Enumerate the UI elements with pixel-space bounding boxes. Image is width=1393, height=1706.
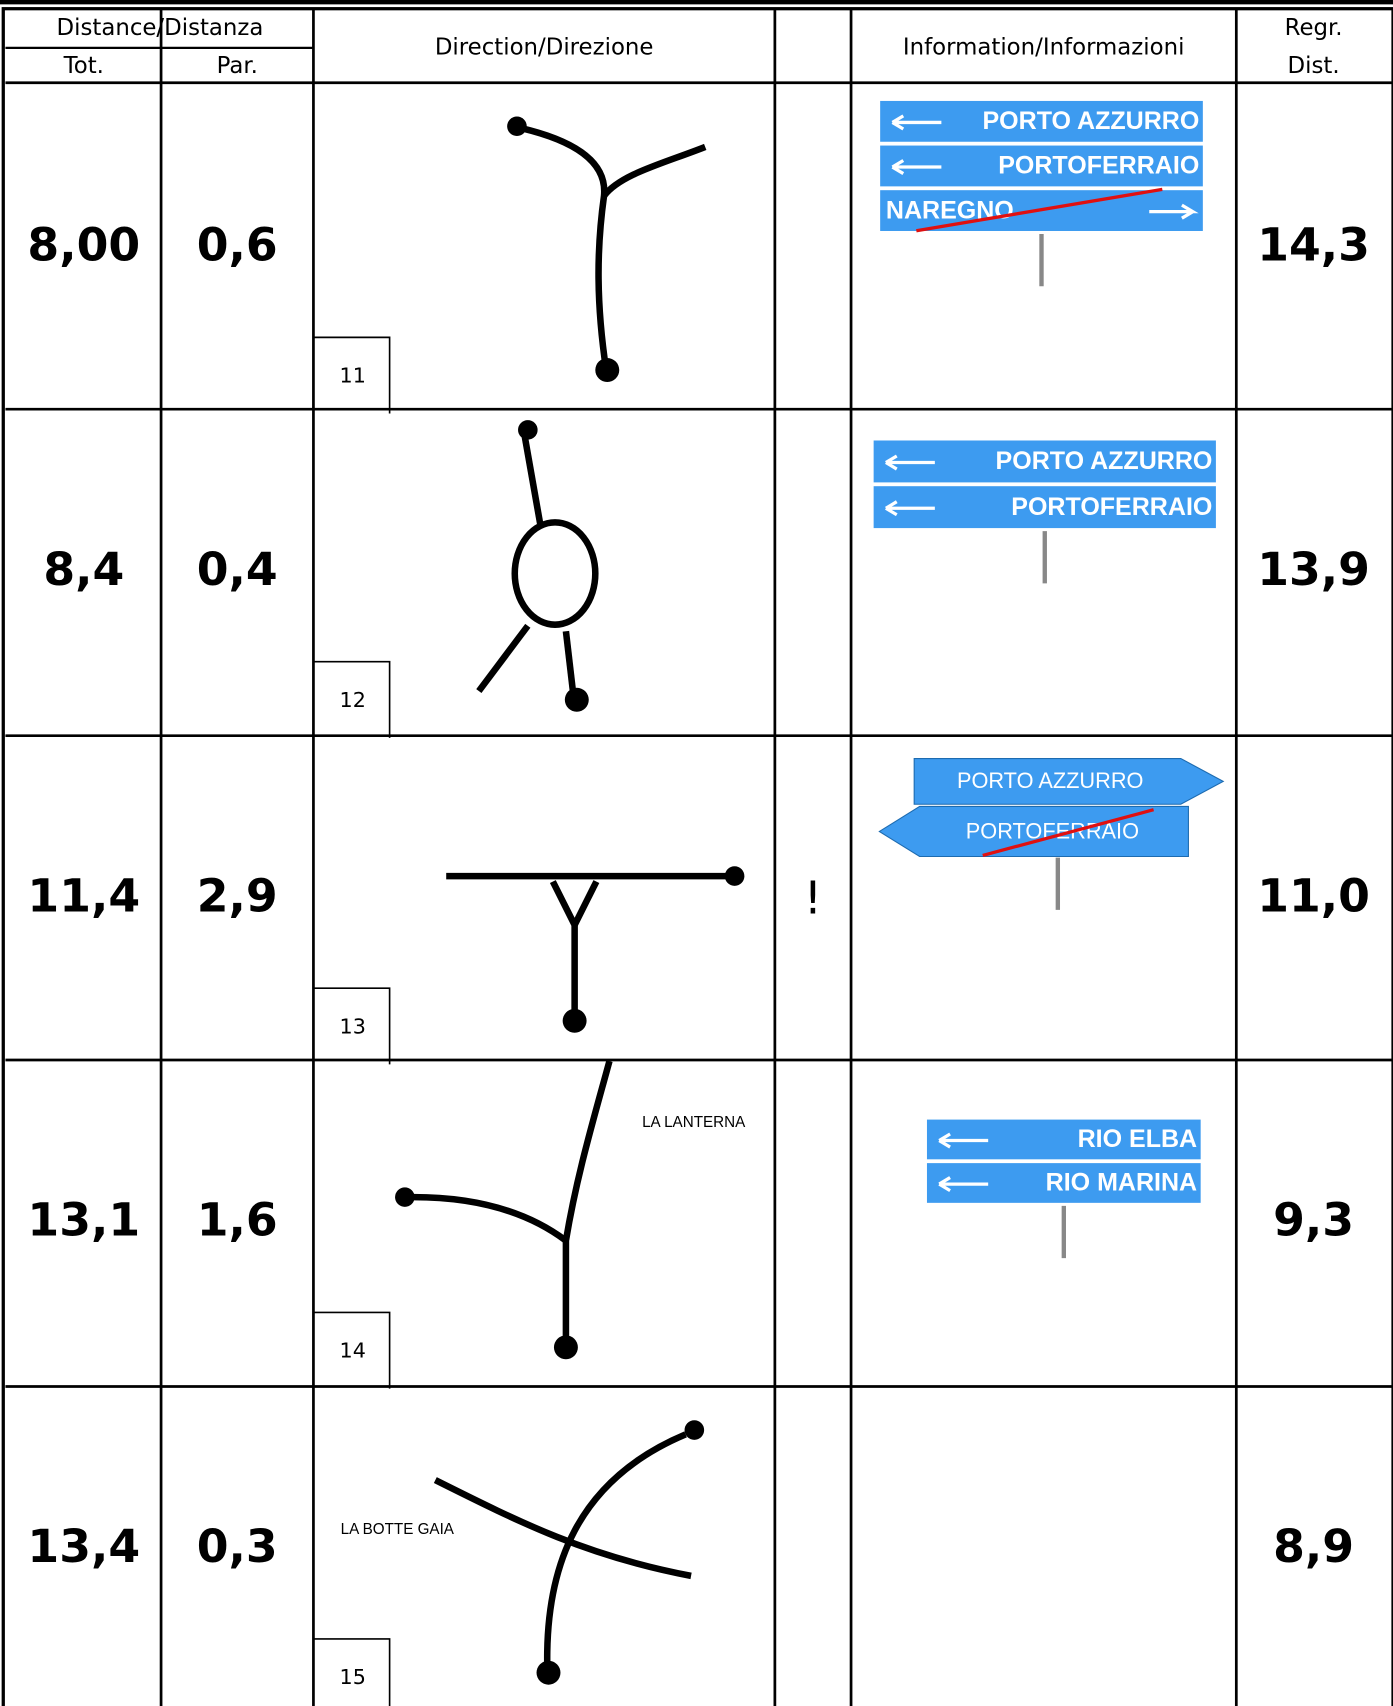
arrow-head	[518, 420, 538, 440]
sign-board: RIO ELBA RIO MARINA	[925, 1117, 1203, 1259]
road	[413, 1193, 568, 1244]
sign-arrow	[891, 159, 942, 175]
arrow-head	[684, 1420, 705, 1440]
number-box	[313, 336, 391, 414]
partial-distance: 0,4	[197, 543, 278, 596]
start-dot	[553, 1335, 578, 1360]
header-label: Tot.	[63, 53, 104, 79]
number-box	[313, 1311, 391, 1389]
header-label: Regr.	[1285, 15, 1343, 41]
sign-arrow	[938, 1176, 989, 1193]
sign-text: PORTO AZZURRO	[996, 447, 1213, 475]
total-distance: 11,4	[27, 869, 140, 922]
regress-distance: 13,9	[1257, 543, 1370, 596]
sign-board: PORTO AZZURRO PORTOFERRAIO	[872, 438, 1218, 584]
sign-text: NAREGNO	[886, 196, 1014, 224]
road	[521, 125, 610, 371]
total-distance: 13,4	[27, 1520, 140, 1573]
alert-note: !	[804, 872, 822, 925]
regress-distance: 14,3	[1257, 219, 1370, 272]
sign-panel	[913, 758, 1225, 805]
sign-text: PORTOFERRAIO	[998, 152, 1199, 180]
start-dot	[536, 1660, 561, 1685]
place-label: LA BOTTE GAIA	[341, 1521, 455, 1538]
sign-arrow	[885, 454, 935, 471]
sign-text: PORTOFERRAIO	[1011, 493, 1212, 521]
header-label: Dist.	[1288, 53, 1340, 79]
step-number: 15	[340, 1665, 366, 1689]
start-dot	[564, 687, 589, 712]
road	[521, 434, 545, 529]
number-box	[313, 1638, 391, 1706]
header-label: Distance/Distanza	[57, 15, 264, 41]
road	[543, 1431, 687, 1672]
sign-arrow	[891, 114, 942, 131]
regress-distance: 11,0	[1257, 869, 1370, 922]
sign-panel	[878, 805, 1189, 858]
strike	[916, 187, 1163, 233]
header-label: Direction/Direzione	[435, 34, 654, 60]
partial-distance: 0,3	[197, 1520, 278, 1573]
header-label: Information/Informazioni	[903, 34, 1185, 60]
road	[571, 880, 600, 927]
sign-arrow	[885, 500, 935, 517]
sign-panel	[878, 99, 1205, 144]
arrow-head	[395, 1187, 415, 1207]
number-box	[313, 987, 391, 1065]
sign-arrow	[938, 1132, 989, 1149]
road	[549, 880, 578, 1018]
header-label: Par.	[217, 53, 258, 79]
total-distance: 8,00	[27, 219, 140, 272]
step-number: 13	[340, 1014, 366, 1038]
sign-text: RIO MARINA	[1046, 1169, 1197, 1197]
regress-distance: 9,3	[1273, 1194, 1354, 1247]
strike	[982, 808, 1155, 857]
sign-text: PORTO AZZURRO	[982, 107, 1199, 135]
table-border	[1, 7, 1393, 1706]
road	[476, 623, 531, 694]
start-dot	[595, 358, 620, 382]
step-number: 14	[340, 1339, 366, 1363]
partial-distance: 2,9	[197, 869, 278, 922]
start-dot	[562, 1008, 587, 1033]
arrow-head	[507, 116, 527, 137]
place-label: LA LANTERNA	[642, 1114, 746, 1131]
sign-text: RIO ELBA	[1078, 1125, 1198, 1153]
step-number: 11	[340, 364, 366, 388]
total-distance: 13,1	[27, 1194, 140, 1247]
total-distance: 8,4	[43, 543, 124, 596]
partial-distance: 1,6	[197, 1194, 278, 1247]
regress-distance: 8,9	[1273, 1520, 1354, 1573]
roundabout	[511, 519, 599, 628]
road	[562, 1060, 613, 1347]
road	[562, 630, 577, 697]
partial-distance: 0,6	[197, 219, 278, 272]
sign-text: PORTO AZZURRO	[957, 768, 1144, 793]
number-box	[313, 660, 391, 738]
road	[601, 143, 707, 199]
arrow-head	[724, 866, 745, 886]
sign-arrow	[1149, 203, 1199, 220]
sign-board: PORTO AZZURRO PORTOFERRAIO NAREGNO	[878, 99, 1205, 287]
step-number: 12	[340, 688, 366, 712]
road	[433, 1477, 692, 1580]
